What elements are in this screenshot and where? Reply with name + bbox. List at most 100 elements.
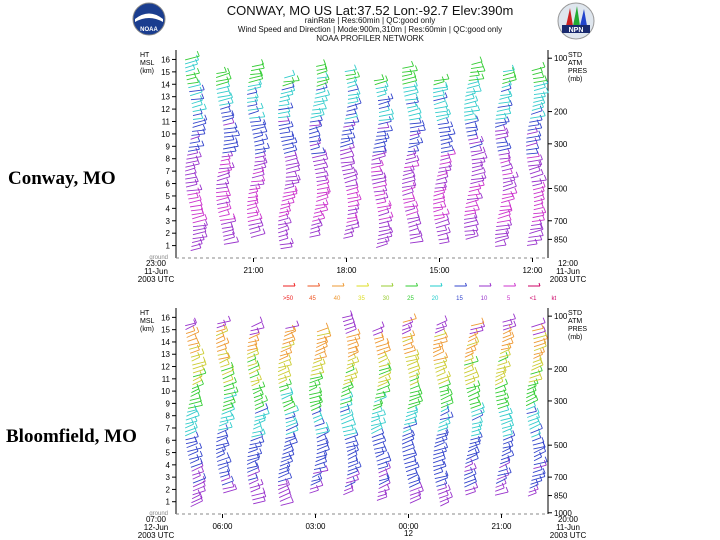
wind-barb <box>440 501 449 507</box>
wind-barb-flag <box>290 121 294 127</box>
wind-barb <box>377 98 394 102</box>
wind-barb-flag <box>353 419 356 425</box>
ground-label: ground <box>149 511 168 517</box>
wind-barb-flag <box>350 409 354 415</box>
wind-barb <box>471 164 483 169</box>
wind-barb <box>192 230 206 236</box>
wind-barb-flag <box>444 320 448 327</box>
wind-barb <box>502 334 512 339</box>
wind-barb <box>340 396 353 401</box>
wind-barb <box>533 96 546 99</box>
wind-barb <box>531 66 546 72</box>
wind-barb <box>216 328 226 333</box>
wind-barb <box>340 142 354 148</box>
wind-barb <box>497 104 513 108</box>
pressure-tick-label: 850 <box>554 492 568 501</box>
wind-barb <box>375 137 390 141</box>
pressure-tick-label: 300 <box>554 140 568 149</box>
wind-barb <box>371 414 386 419</box>
wind-barb-flag <box>413 152 417 158</box>
wind-barb-flag <box>320 362 323 368</box>
wind-barb <box>247 456 260 461</box>
wind-barb <box>222 150 237 154</box>
wind-barb <box>407 474 418 480</box>
wind-barb <box>403 169 415 173</box>
wind-barb-flag <box>411 433 415 440</box>
wind-barb <box>533 212 546 215</box>
wind-barb-flag <box>445 472 448 478</box>
wind-barb <box>526 139 541 143</box>
wind-barb-flag <box>390 125 393 131</box>
wind-barb <box>246 349 259 355</box>
wind-barb <box>497 147 512 152</box>
wind-barb <box>439 133 456 137</box>
wind-barb-flag <box>199 442 203 449</box>
wind-barb <box>216 186 228 190</box>
wind-barb-flag <box>198 242 202 249</box>
legend-label: 45 <box>309 296 316 302</box>
wind-barb-flag <box>323 103 327 109</box>
wind-barb <box>343 124 356 128</box>
wind-barb <box>219 470 230 474</box>
wind-barb-flag <box>533 380 537 387</box>
y-tick-label: 6 <box>166 436 171 445</box>
wind-barb <box>342 128 354 132</box>
wind-barb-flag <box>476 70 480 76</box>
wind-barb <box>409 389 421 394</box>
wind-barb <box>375 86 389 90</box>
wind-barb-flag <box>325 199 329 205</box>
wind-barb-flag <box>482 65 486 72</box>
wind-barb <box>401 73 413 77</box>
wind-barb-flag <box>325 71 329 78</box>
wind-barb-flag <box>507 349 511 355</box>
wind-barb-flag <box>259 374 262 380</box>
wind-barb <box>468 443 481 449</box>
wind-barb-flag <box>356 116 360 122</box>
wind-barb <box>440 407 450 413</box>
wind-barb-flag <box>476 336 480 342</box>
wind-barb-flag <box>420 395 423 401</box>
wind-barb-flag <box>227 67 231 74</box>
wind-barb-flag <box>288 378 292 385</box>
wind-barb <box>500 93 511 96</box>
wind-barb <box>466 384 481 390</box>
wind-barb-flag <box>291 324 295 331</box>
wind-barb <box>533 194 544 199</box>
x-tick-label: 15:00 <box>429 266 450 275</box>
wind-barb <box>377 205 392 209</box>
wind-barb <box>532 186 546 191</box>
wind-barb <box>402 428 411 433</box>
wind-barb-flag <box>482 156 486 163</box>
wind-barb <box>343 380 354 386</box>
wind-barb <box>532 362 542 367</box>
wind-barb <box>402 80 417 85</box>
wind-barb <box>406 101 419 105</box>
wind-barb-flag <box>538 160 542 167</box>
wind-barb <box>465 458 479 464</box>
wind-barb-flag <box>262 155 266 162</box>
wind-barb <box>346 108 358 112</box>
wind-barb-flag <box>475 355 479 362</box>
y-tick-label: 1 <box>166 498 171 507</box>
wind-barb <box>189 141 200 144</box>
wind-barb-flag <box>354 449 358 455</box>
wind-barb <box>254 138 268 143</box>
wind-barb-flag <box>513 320 517 326</box>
wind-barb-flag <box>386 104 390 111</box>
wind-barb <box>406 358 420 363</box>
wind-barb <box>437 427 449 432</box>
wind-barb-flag <box>383 150 386 157</box>
wind-barb <box>502 323 513 327</box>
wind-barb <box>340 137 356 140</box>
wind-barb-flag <box>254 339 258 345</box>
wind-barb-flag <box>197 67 200 74</box>
wind-barb-flag <box>411 193 415 199</box>
wind-barb-flag <box>415 407 418 413</box>
wind-barb <box>186 156 202 160</box>
wind-barb-flag <box>418 117 422 124</box>
wind-barb <box>285 165 300 170</box>
wind-barb <box>249 225 264 230</box>
wind-barb <box>529 484 539 489</box>
wind-barb <box>251 126 266 131</box>
wind-barb <box>215 72 230 78</box>
